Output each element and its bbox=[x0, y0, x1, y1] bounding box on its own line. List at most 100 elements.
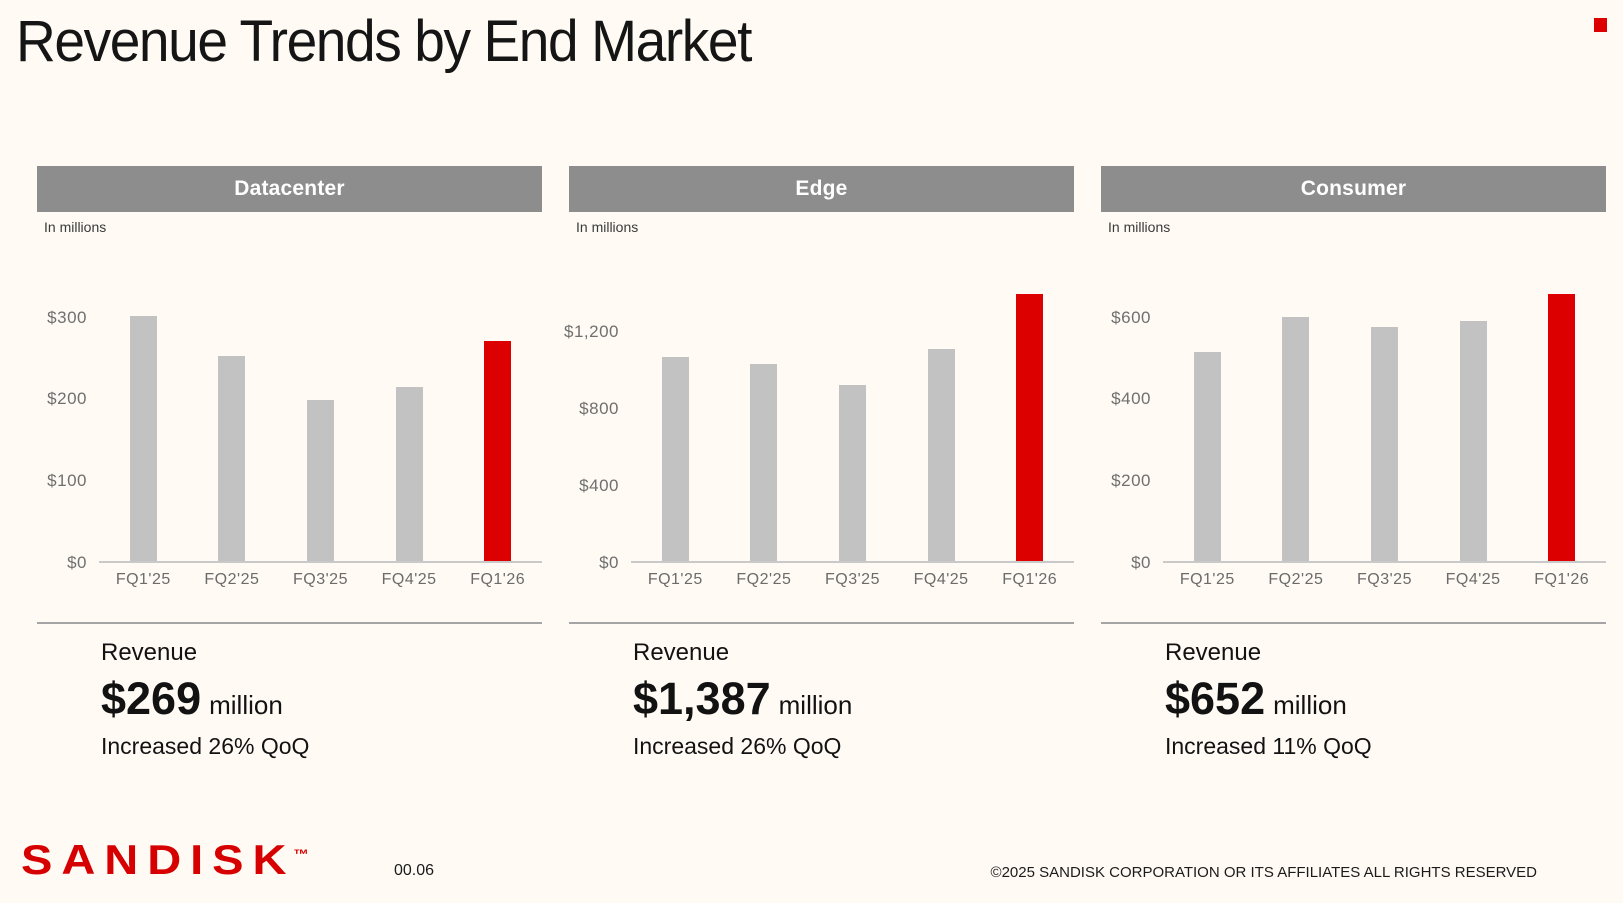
panel-header-consumer: Consumer bbox=[1101, 166, 1606, 212]
revenue-value: $1,387 million bbox=[633, 673, 1074, 725]
plot-row: $0 $400 $800 $1,200 bbox=[564, 293, 1074, 572]
x-tick-label: FQ2'25 bbox=[736, 571, 792, 588]
bar-slot bbox=[985, 293, 1074, 561]
revenue-unit: million bbox=[1273, 690, 1347, 720]
y-tick-label: $1,200 bbox=[564, 321, 619, 341]
panel-header-datacenter: Datacenter bbox=[37, 166, 542, 212]
bar-slot bbox=[897, 293, 986, 561]
x-axis: FQ1'25 FQ2'25 FQ3'25 FQ4'25 FQ1'26 bbox=[99, 563, 542, 589]
bar-slot bbox=[808, 293, 897, 561]
revenue-change-note: Increased 26% QoQ bbox=[633, 733, 842, 759]
consumer-bar-chart: $0 $200 $400 $600 FQ1'25 FQ2'25 FQ3'25 FQ4'25 F… bbox=[1101, 293, 1606, 589]
y-tick-label: $600 bbox=[1111, 307, 1151, 327]
divider-line bbox=[1101, 622, 1606, 624]
revenue-value: $269 million bbox=[101, 673, 542, 725]
revenue-amount: $269 bbox=[101, 673, 202, 724]
bar-FQ2'25 bbox=[1282, 316, 1310, 561]
revenue-value: $652 million bbox=[1165, 673, 1606, 725]
revenue-change-note: Increased 11% QoQ bbox=[1165, 733, 1372, 759]
x-tick-label: FQ1'25 bbox=[1179, 571, 1235, 588]
x-tick-label: FQ1'25 bbox=[115, 571, 171, 588]
y-tick-label: $0 bbox=[599, 553, 619, 572]
x-axis: FQ1'25 FQ2'25 FQ3'25 FQ4'25 FQ1'26 bbox=[631, 563, 1074, 589]
divider-line bbox=[37, 622, 542, 624]
bar-FQ1'25 bbox=[1193, 351, 1221, 561]
revenue-unit: million bbox=[209, 690, 283, 720]
x-tick-label: FQ1'25 bbox=[647, 571, 703, 588]
slide-title: Revenue Trends by End Market bbox=[16, 9, 752, 74]
bar-FQ1'26 bbox=[1016, 293, 1044, 561]
y-tick-label: $0 bbox=[1131, 553, 1151, 572]
bar-slot bbox=[631, 293, 720, 561]
bar-FQ4'25 bbox=[395, 386, 423, 561]
panel-header-edge: Edge bbox=[569, 166, 1074, 212]
y-tick-label: $200 bbox=[1111, 471, 1151, 491]
trademark-symbol: ™ bbox=[293, 846, 309, 862]
bar-FQ3'25 bbox=[838, 384, 866, 561]
bar-FQ4'25 bbox=[927, 348, 955, 561]
x-tick-label: FQ3'25 bbox=[1357, 571, 1412, 588]
units-label: In millions bbox=[1108, 219, 1171, 235]
bar-slot bbox=[365, 293, 454, 561]
bar-FQ2'25 bbox=[750, 364, 778, 561]
y-tick-label: $400 bbox=[579, 475, 619, 495]
y-tick-label: $0 bbox=[67, 553, 87, 572]
revenue-label: Revenue bbox=[1165, 639, 1262, 666]
y-tick-label: $200 bbox=[47, 389, 87, 409]
bar-slot bbox=[1517, 293, 1606, 561]
x-tick-label: FQ1'26 bbox=[470, 571, 526, 588]
revenue-label: Revenue bbox=[633, 639, 730, 666]
x-axis: FQ1'25 FQ2'25 FQ3'25 FQ4'25 FQ1'26 bbox=[1163, 563, 1606, 589]
revenue-amount: $1,387 bbox=[633, 673, 771, 724]
bar-FQ1'25 bbox=[129, 315, 157, 561]
bar-slot bbox=[99, 293, 188, 561]
units-label: In millions bbox=[44, 219, 107, 235]
bar-FQ4'25 bbox=[1459, 320, 1487, 561]
bar-FQ2'25 bbox=[218, 356, 246, 561]
bar-FQ1'25 bbox=[661, 356, 689, 561]
edge-bar-chart: $0 $400 $800 $1,200 FQ1'25 FQ2'25 FQ3'25 FQ4'2… bbox=[564, 293, 1074, 589]
plot-row: $0 $200 $400 $600 bbox=[1101, 293, 1606, 572]
y-tick-label: $100 bbox=[47, 471, 87, 491]
revenue-stats: Revenue $1,387 million Increased 26% QoQ bbox=[633, 639, 1074, 760]
panel-edge: Edge In millions $0 $400 $800 $1,200 FQ1'25… bbox=[564, 166, 1074, 760]
x-tick-label: FQ4'25 bbox=[1445, 571, 1501, 588]
x-tick-label: FQ1'26 bbox=[1002, 571, 1058, 588]
x-tick-label: FQ2'25 bbox=[1268, 571, 1324, 588]
bar-slot bbox=[276, 293, 365, 561]
panels-row: Datacenter In millions $0 $100 $200 $300 FQ… bbox=[37, 166, 1606, 760]
bar-slot bbox=[1429, 293, 1518, 561]
revenue-label: Revenue bbox=[101, 639, 198, 666]
x-tick-label: FQ3'25 bbox=[825, 571, 880, 588]
y-axis: $0 $100 $200 $300 bbox=[37, 293, 99, 572]
bar-slot bbox=[1340, 293, 1429, 561]
datacenter-bar-chart: $0 $100 $200 $300 FQ1'25 FQ2'25 FQ3'25 FQ4'25 F… bbox=[37, 293, 542, 589]
sandisk-logo: SANDISK™ bbox=[21, 836, 309, 884]
revenue-stats: Revenue $652 million Increased 11% QoQ bbox=[1165, 639, 1606, 760]
bar-slot bbox=[720, 293, 809, 561]
bar-FQ1'26 bbox=[1548, 294, 1576, 561]
x-tick-label: FQ1'26 bbox=[1534, 571, 1590, 588]
revenue-change-note: Increased 26% QoQ bbox=[101, 733, 310, 759]
y-tick-label: $400 bbox=[1111, 389, 1151, 409]
divider-line bbox=[569, 622, 1074, 624]
bar-slot bbox=[1163, 293, 1252, 561]
accent-red-square bbox=[1594, 18, 1607, 32]
revenue-unit: million bbox=[778, 690, 853, 720]
units-label: In millions bbox=[576, 219, 639, 235]
bar-slot bbox=[453, 293, 542, 561]
bar-FQ3'25 bbox=[306, 399, 334, 561]
x-tick-label: FQ2'25 bbox=[204, 571, 260, 588]
plot-row: $0 $100 $200 $300 bbox=[37, 293, 542, 572]
x-tick-label: FQ4'25 bbox=[913, 571, 969, 588]
y-tick-label: $300 bbox=[47, 307, 87, 327]
bar-FQ3'25 bbox=[1370, 327, 1398, 561]
x-tick-label: FQ3'25 bbox=[293, 571, 348, 588]
revenue-amount: $652 bbox=[1165, 673, 1266, 724]
logo-text: SANDISK bbox=[21, 836, 296, 883]
plot-area bbox=[1163, 293, 1606, 563]
x-tick-label: FQ4'25 bbox=[381, 571, 437, 588]
copyright-text: ©2025 SANDISK CORPORATION OR ITS AFFILIA… bbox=[990, 864, 1537, 881]
panel-datacenter: Datacenter In millions $0 $100 $200 $300 FQ… bbox=[37, 166, 542, 760]
